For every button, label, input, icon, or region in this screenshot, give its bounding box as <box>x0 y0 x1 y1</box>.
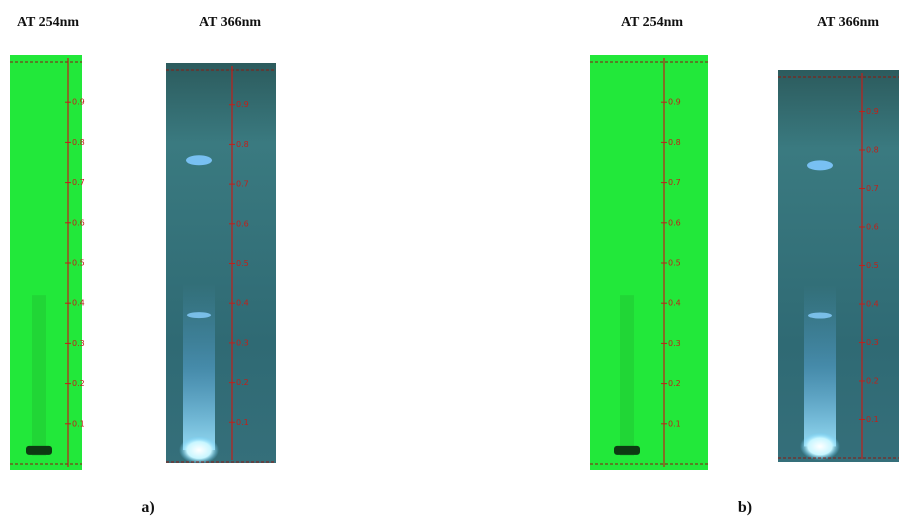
tick-label: 0.8 <box>236 140 249 149</box>
band <box>187 312 211 318</box>
tick-label: 0.1 <box>668 419 681 428</box>
tick-label: 0.9 <box>72 98 85 107</box>
band <box>186 155 212 165</box>
band <box>807 160 833 170</box>
tick-label: 0.2 <box>236 378 249 387</box>
streak <box>804 285 836 447</box>
tick-label: 0.3 <box>236 338 249 347</box>
spot <box>800 432 840 460</box>
tick-label: 0.4 <box>236 299 249 308</box>
tick-label: 0.1 <box>236 418 249 427</box>
band <box>808 313 832 319</box>
tick-label: 0.7 <box>72 178 85 187</box>
panel-label: b) <box>738 499 752 516</box>
plate-title: AT 366nm <box>817 15 879 30</box>
tick-label: 0.9 <box>668 98 681 107</box>
tick-label: 0.6 <box>866 223 879 232</box>
tick-label: 0.1 <box>72 419 85 428</box>
tick-label: 0.2 <box>866 377 879 386</box>
tick-label: 0.2 <box>72 379 85 388</box>
tick-label: 0.9 <box>236 100 249 109</box>
streak <box>32 295 46 456</box>
plate <box>590 55 708 470</box>
tick-label: 0.7 <box>668 178 681 187</box>
tick-label: 0.6 <box>668 218 681 227</box>
tick-label: 0.4 <box>668 299 681 308</box>
plate-title: AT 254nm <box>17 15 79 30</box>
tick-label: 0.3 <box>668 339 681 348</box>
plate <box>778 70 899 462</box>
tick-label: 0.4 <box>72 299 85 308</box>
tick-label: 0.3 <box>72 339 85 348</box>
tick-label: 0.6 <box>72 218 85 227</box>
spot <box>179 436 219 464</box>
tick-label: 0.8 <box>668 138 681 147</box>
tick-label: 0.5 <box>866 261 879 270</box>
tick-label: 0.9 <box>866 107 879 116</box>
figure: a) b) AT 254nm 0.9 0.8 0.7 0.6 0.5 0.4 0.3 0.2 0.… <box>0 0 899 520</box>
spot <box>614 446 640 455</box>
plate <box>166 63 276 463</box>
streak <box>620 295 634 456</box>
streak <box>183 283 215 450</box>
tick-label: 0.7 <box>866 184 879 193</box>
plate-title: AT 254nm <box>621 15 683 30</box>
tick-label: 0.4 <box>866 300 879 309</box>
panel-label: a) <box>141 499 154 516</box>
spot <box>26 446 52 455</box>
tick-label: 0.7 <box>236 180 249 189</box>
tick-label: 0.5 <box>236 259 249 268</box>
tick-label: 0.6 <box>236 219 249 228</box>
tick-label: 0.5 <box>72 259 85 268</box>
tick-label: 0.2 <box>668 379 681 388</box>
tick-label: 0.3 <box>866 338 879 347</box>
tick-label: 0.8 <box>72 138 85 147</box>
tick-label: 0.1 <box>866 415 879 424</box>
tick-label: 0.8 <box>866 146 879 155</box>
tick-label: 0.5 <box>668 259 681 268</box>
plate-title: AT 366nm <box>199 15 261 30</box>
